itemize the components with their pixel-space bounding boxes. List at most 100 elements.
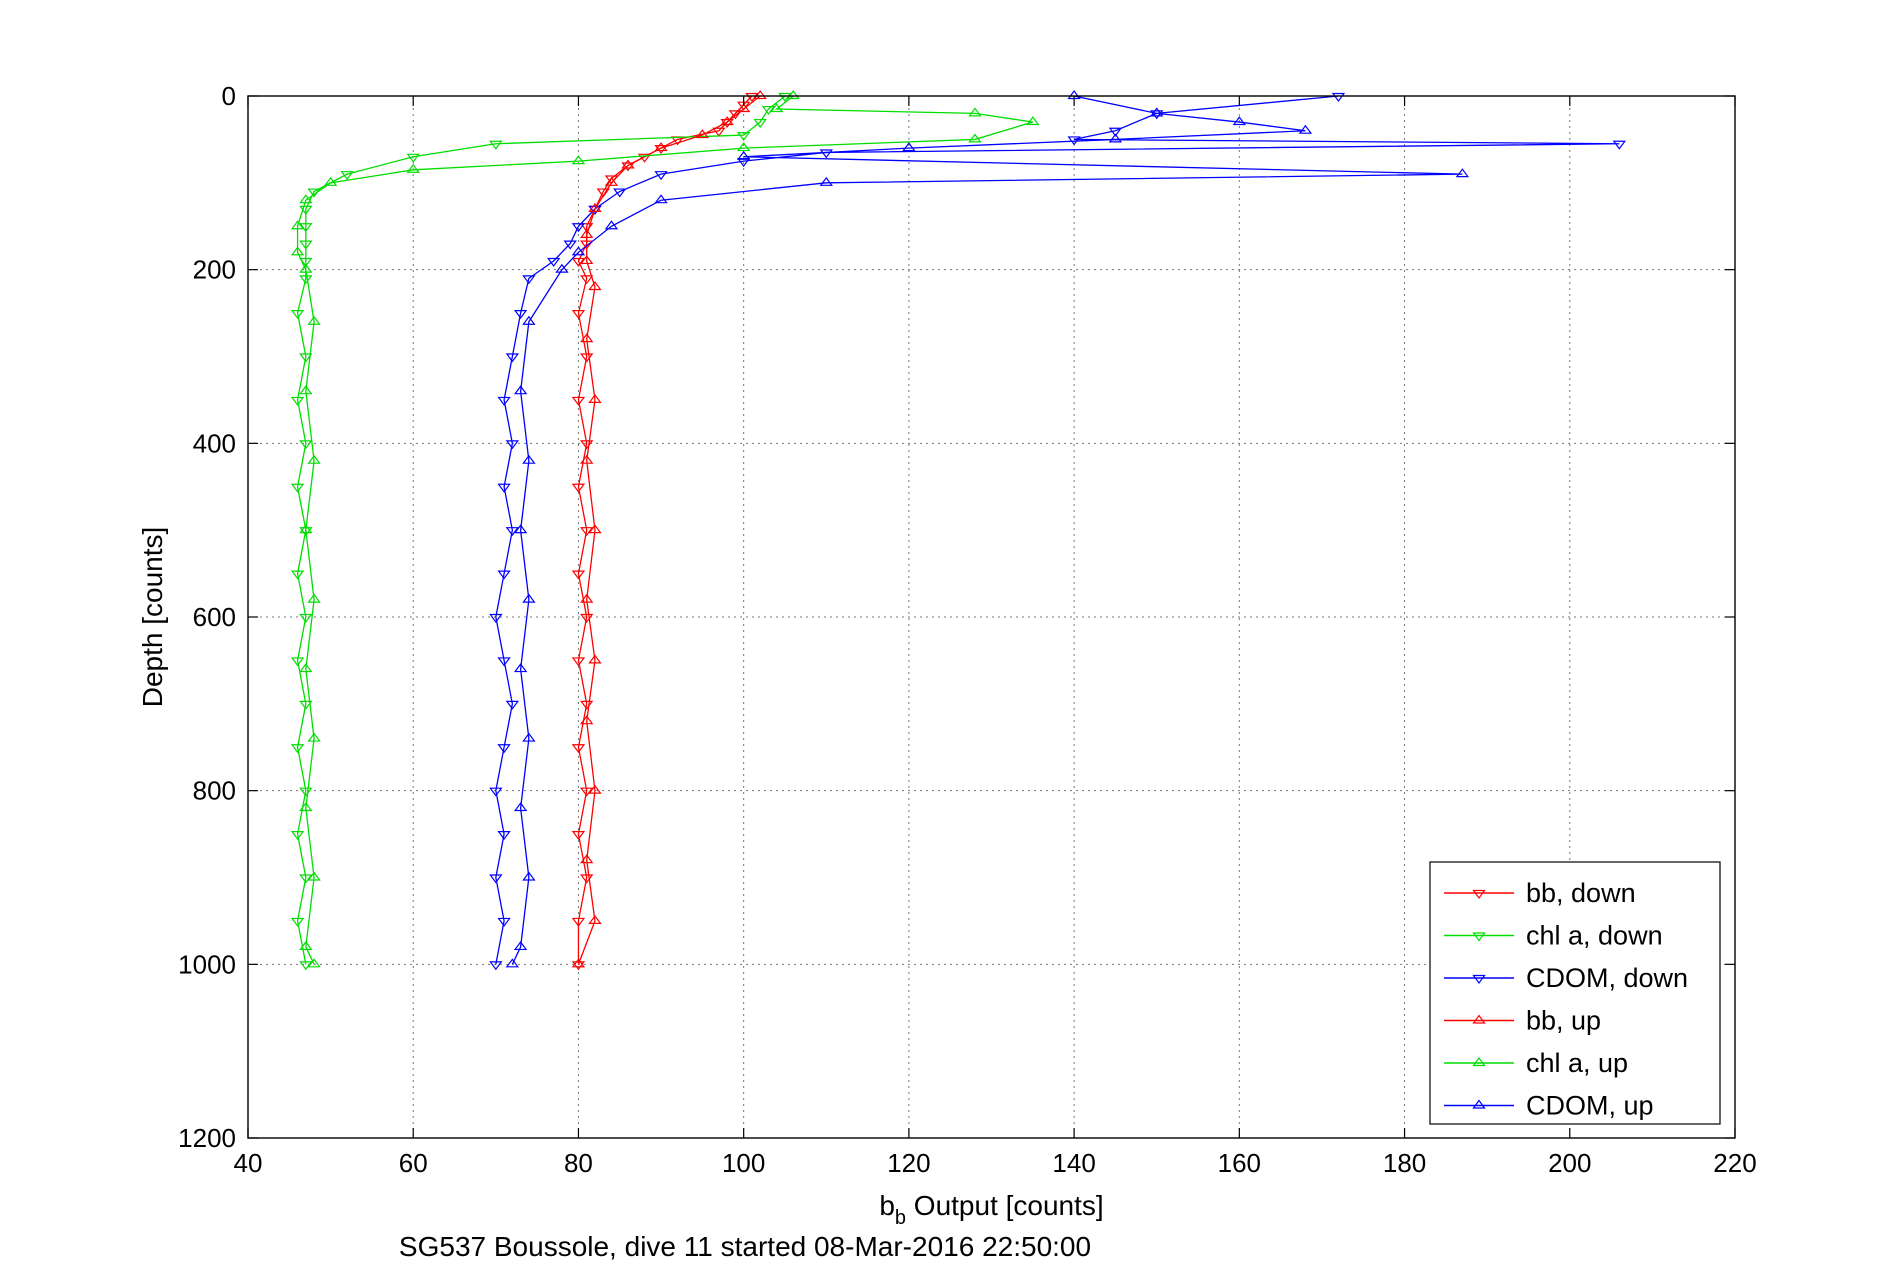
data-point <box>580 854 594 864</box>
series-layer <box>290 90 1627 971</box>
series-line <box>577 95 761 965</box>
chart-caption: SG537 Boussole, dive 11 started 08-Mar-2… <box>399 1231 1091 1262</box>
data-point <box>489 961 503 971</box>
data-point <box>522 732 536 742</box>
data-point <box>497 396 511 406</box>
data-point <box>571 958 586 968</box>
data-point <box>522 454 536 464</box>
data-point <box>299 194 313 204</box>
data-point <box>753 90 767 100</box>
data-point <box>299 440 313 450</box>
legend-item: bb, up <box>1444 1006 1601 1036</box>
data-point <box>505 527 520 537</box>
legend-item: bb, down <box>1444 878 1636 908</box>
data-point <box>406 163 420 173</box>
data-point <box>580 715 594 725</box>
data-point <box>299 787 313 797</box>
data-point <box>299 223 313 233</box>
data-point <box>621 162 635 172</box>
series-line <box>296 95 786 965</box>
data-point <box>654 171 668 181</box>
data-point <box>1150 110 1164 120</box>
data-point <box>497 657 511 667</box>
data-point <box>571 831 586 841</box>
data-point <box>299 275 313 285</box>
legend-swatch-marker <box>1472 1099 1486 1109</box>
data-point <box>580 527 594 537</box>
data-point <box>513 941 528 951</box>
data-point <box>546 257 561 267</box>
data-point <box>307 454 321 464</box>
data-point <box>299 263 313 273</box>
data-point <box>489 140 503 150</box>
x-axis-label-main: b <box>879 1190 895 1221</box>
data-point <box>323 176 338 186</box>
x-tick-label: 180 <box>1383 1148 1426 1178</box>
data-point <box>761 105 776 115</box>
y-tick-label: 200 <box>193 255 236 285</box>
data-point <box>1026 116 1040 126</box>
data-point <box>307 732 321 742</box>
data-point <box>299 874 313 884</box>
data-point <box>1108 127 1123 137</box>
legend-label: chl a, up <box>1526 1048 1628 1078</box>
data-point <box>497 917 511 927</box>
data-point <box>902 142 916 152</box>
data-point <box>745 92 759 102</box>
data-point <box>753 118 767 129</box>
legend-label: CDOM, up <box>1526 1091 1654 1121</box>
legend-item: chl a, up <box>1444 1048 1628 1078</box>
y-tick-label: 800 <box>193 776 236 806</box>
data-point <box>497 570 511 580</box>
x-tick-label: 120 <box>887 1148 930 1178</box>
data-point <box>712 127 726 137</box>
data-point <box>588 393 602 403</box>
data-point <box>736 158 751 168</box>
data-point <box>580 333 594 343</box>
data-point <box>299 802 313 812</box>
data-point <box>489 787 503 797</box>
legend-swatch-marker <box>1472 1057 1486 1067</box>
data-point <box>571 570 586 580</box>
data-point <box>770 103 784 113</box>
data-point <box>513 802 528 812</box>
data-point <box>736 132 751 142</box>
data-point <box>299 961 313 971</box>
data-point <box>571 246 586 256</box>
x-tick-label: 60 <box>399 1148 428 1178</box>
data-point <box>571 961 586 971</box>
data-point <box>299 257 313 267</box>
y-axis-label: Depth [counts] <box>137 527 168 708</box>
data-point <box>513 524 528 534</box>
y-tick-label: 1200 <box>178 1123 236 1153</box>
legend-swatch-marker <box>1472 1014 1486 1024</box>
data-point <box>505 440 520 450</box>
data-point <box>604 220 619 230</box>
data-point <box>290 246 305 256</box>
axis-ticks: 40 60 80 100 120 140 160 180 200 220 0 200 400 600 800… <box>178 81 1757 1178</box>
series-4 <box>290 90 1040 968</box>
y-tick-label: 1000 <box>178 949 236 979</box>
data-point <box>290 220 305 230</box>
data-point <box>778 92 792 102</box>
legend-swatch-marker <box>1472 932 1486 942</box>
x-axis-label: bb Output [counts] <box>879 1190 1103 1229</box>
data-point <box>505 353 520 363</box>
data-point <box>290 831 305 841</box>
data-point <box>290 396 305 406</box>
y-tick-label: 600 <box>193 602 236 632</box>
data-point <box>299 700 313 710</box>
y-tick-label: 0 <box>222 81 236 111</box>
data-point <box>571 310 586 320</box>
x-tick-label: 40 <box>234 1148 263 1178</box>
legend-item: CDOM, down <box>1444 963 1688 993</box>
data-point <box>819 149 833 159</box>
legend-label: chl a, down <box>1526 921 1663 951</box>
data-point <box>588 202 602 212</box>
legend-swatch-marker <box>1472 889 1486 899</box>
data-point <box>613 188 627 198</box>
data-point <box>819 176 833 186</box>
data-point <box>580 787 594 797</box>
data-point <box>571 257 586 267</box>
data-point <box>513 385 528 395</box>
